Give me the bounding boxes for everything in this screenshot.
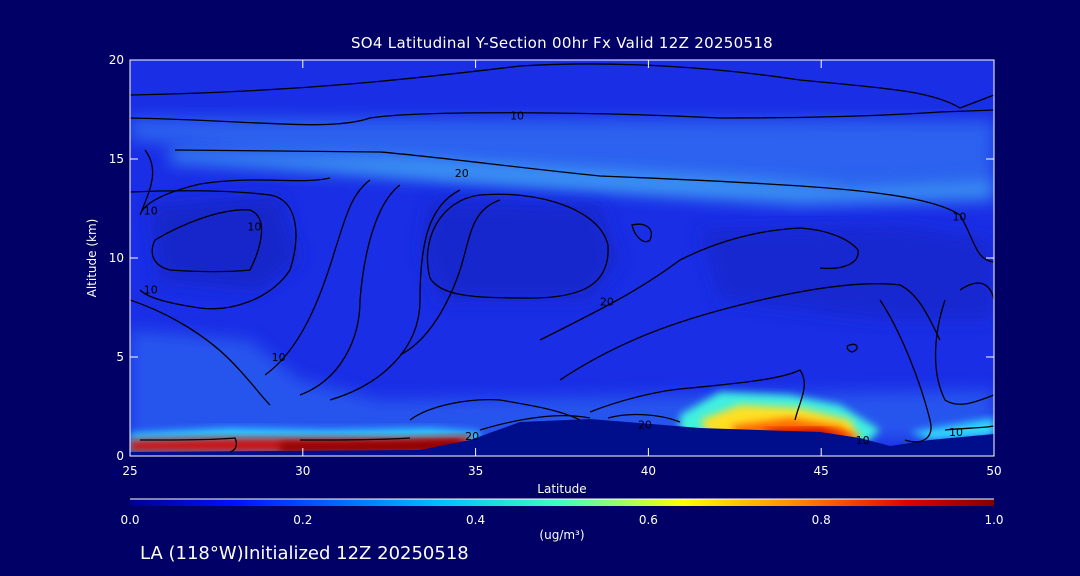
colorbar-tick-label: 1.0	[984, 513, 1003, 527]
axis-tick-labels: 25 30 35 40 45 50 0 5 10 15 20	[109, 53, 1002, 478]
y-tick-label: 0	[116, 449, 124, 463]
x-tick-label: 40	[641, 464, 656, 478]
y-axis-label: Altitude (km)	[85, 218, 99, 298]
plume-dark-red	[280, 440, 460, 452]
y-tick-label: 20	[109, 53, 124, 67]
colorbar-tick-label: 0.2	[293, 513, 312, 527]
contour-label: 20	[455, 167, 469, 180]
x-tick-label: 50	[986, 464, 1001, 478]
axis-ticks	[129, 59, 995, 457]
x-tick-label: 25	[122, 464, 137, 478]
contour-label: 10	[510, 109, 524, 122]
contour-label: 10	[144, 204, 158, 217]
contour-label: 20	[638, 418, 652, 431]
x-axis-label: Latitude	[537, 482, 587, 496]
field-band-upper	[130, 118, 994, 190]
x-tick-label: 30	[295, 464, 310, 478]
colorbar-tick-label: 0.4	[466, 513, 485, 527]
colorbar-units: (ug/m³)	[539, 528, 585, 542]
chart-title: SO4 Latitudinal Y-Section 00hr Fx Valid …	[350, 34, 774, 52]
contour-label: 20	[465, 430, 479, 443]
colorbar-tick-label: 0.8	[812, 513, 831, 527]
contour-label: 10	[144, 284, 158, 297]
field-lobe-center	[420, 200, 620, 300]
x-tick-label: 45	[814, 464, 829, 478]
colorbar-tick-label: 0.6	[639, 513, 658, 527]
contour-label: 10	[949, 426, 963, 439]
field-lobe-west	[150, 195, 300, 290]
x-tick-label: 35	[468, 464, 483, 478]
concentration-field	[130, 60, 994, 456]
y-tick-label: 5	[116, 350, 124, 364]
contour-label: 10	[856, 434, 870, 447]
colorbar	[130, 499, 994, 506]
contour-labels: 10 20 20 10 10 10 10 10 10 10 20 20	[144, 109, 967, 447]
y-tick-label: 15	[109, 152, 124, 166]
contour-label: 20	[600, 296, 614, 309]
footer-caption: LA (118°W)Initialized 12Z 20250518	[140, 543, 469, 564]
field-lobe-east	[700, 225, 994, 320]
contour-label: 10	[952, 210, 966, 223]
contour-label: 10	[272, 351, 286, 364]
colorbar-tick-label: 0.0	[120, 513, 139, 527]
terrain	[130, 419, 994, 456]
field-band-light	[170, 150, 994, 205]
colorbar-ticks: 0.0 0.2 0.4 0.6 0.8 1.0	[120, 513, 1003, 527]
contour-lines	[130, 63, 994, 453]
contour-label: 10	[247, 220, 261, 233]
y-tick-label: 10	[109, 251, 124, 265]
